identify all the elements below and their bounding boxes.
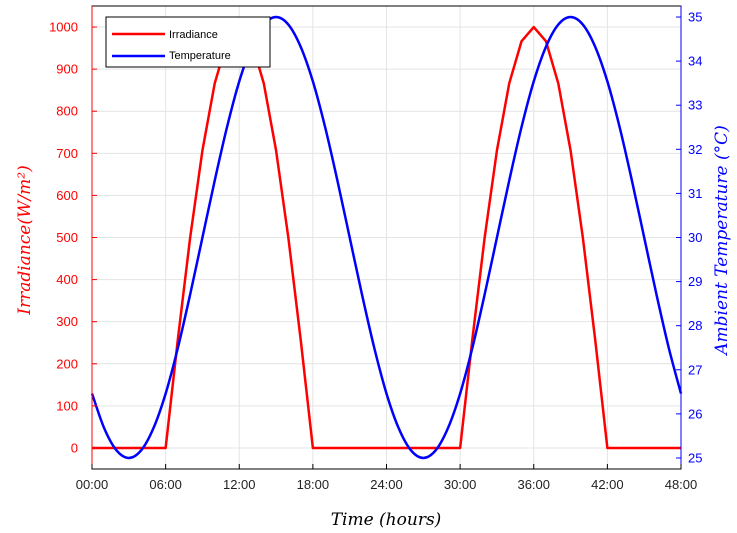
x-tick-label: 30:00 xyxy=(444,477,477,492)
y-right-tick-label: 29 xyxy=(688,274,702,289)
y-left-tick-label: 500 xyxy=(56,230,78,245)
series-line-irradiance xyxy=(92,25,681,450)
y-right-tick-label: 35 xyxy=(688,10,702,25)
y-left-tick-label: 400 xyxy=(56,272,78,287)
y-right-tick-label: 30 xyxy=(688,230,702,245)
legend-label-temperature: Temperature xyxy=(169,50,231,62)
x-tick-label: 36:00 xyxy=(517,477,550,492)
y-right-tick-label: 27 xyxy=(688,362,702,377)
x-axis-title: Time (hours) xyxy=(331,510,442,530)
legend-box xyxy=(105,16,271,68)
x-tick-label: 42:00 xyxy=(591,477,624,492)
y-left-tick-label: 100 xyxy=(56,398,78,413)
y-right-tick-label: 32 xyxy=(688,142,702,157)
y-right-tick-label: 34 xyxy=(688,54,702,69)
right-axis-title: Ambient Temperature (°C) xyxy=(712,125,732,357)
left-axis-title: Irradiance(W/m²) xyxy=(15,165,35,316)
x-tick-label: 12:00 xyxy=(223,477,256,492)
y-left-tick-label: 900 xyxy=(56,62,78,77)
series-layer xyxy=(90,15,683,460)
y-left-tick-label: 800 xyxy=(56,104,78,119)
x-tick-label: 48:00 xyxy=(665,477,698,492)
y-left-tick-label: 1000 xyxy=(49,20,78,35)
y-right-tick-label: 28 xyxy=(688,318,702,333)
x-tick-label: 24:00 xyxy=(370,477,403,492)
x-tick-label: 18:00 xyxy=(297,477,330,492)
y-left-tick-label: 200 xyxy=(56,356,78,371)
x-tick-label: 06:00 xyxy=(149,477,182,492)
y-left-tick-label: 0 xyxy=(71,440,78,455)
y-right-tick-label: 25 xyxy=(688,450,702,465)
y-left-tick-label: 300 xyxy=(56,314,78,329)
legend-label-irradiance: Irradiance xyxy=(169,29,218,41)
y-left-tick-label: 600 xyxy=(56,188,78,203)
y-left-tick-label: 700 xyxy=(56,146,78,161)
y-right-tick-label: 33 xyxy=(688,98,702,113)
series-line-temperature xyxy=(90,15,683,460)
tick-layer: 00:00 06:00 12:00 18:00 24:00 30:00 36:00 42:00… xyxy=(49,10,702,492)
y-right-tick-label: 26 xyxy=(688,406,702,421)
x-tick-label: 00:00 xyxy=(76,477,109,492)
y-right-tick-label: 31 xyxy=(688,186,702,201)
legend: Irradiance Temperature xyxy=(105,16,271,68)
